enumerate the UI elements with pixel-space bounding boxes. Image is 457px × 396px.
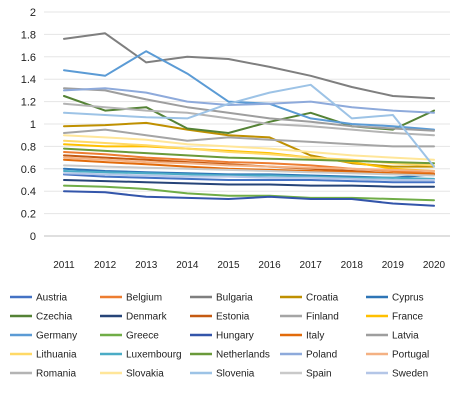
y-tick-label: 0: [30, 231, 36, 243]
legend-label: Netherlands: [216, 350, 270, 361]
legend-label: Belgium: [126, 293, 162, 304]
legend-label: Slovenia: [216, 369, 255, 380]
legend-label: Denmark: [126, 312, 168, 323]
y-tick-label: 0.8: [21, 141, 36, 153]
x-tick-label: 2020: [423, 260, 446, 271]
series-line: [63, 134, 435, 161]
legend-label: Luxembourg: [126, 350, 182, 361]
series-line: [63, 143, 435, 172]
series-line: [63, 32, 435, 100]
series-line: [63, 87, 435, 132]
legend-label: Finland: [306, 312, 339, 323]
legend-label: Germany: [36, 331, 77, 342]
y-tick-label: 1.4: [21, 74, 36, 86]
y-tick-label: 2: [30, 7, 36, 19]
series-line: [63, 179, 435, 188]
legend-label: Latvia: [392, 331, 419, 342]
legend: Austria Belgium Bulgaria Croatia Cyprus Czech…: [10, 293, 429, 380]
legend-label: Czechia: [36, 312, 73, 323]
y-tick-label: 1.2: [21, 97, 36, 109]
x-tick-label: 2017: [300, 260, 323, 271]
y-tick-label: 0.2: [21, 209, 36, 221]
legend-label: Estonia: [216, 312, 250, 323]
x-tick-label: 2019: [382, 260, 405, 271]
legend-label: Cyprus: [392, 293, 424, 304]
legend-label: Portugal: [392, 350, 429, 361]
legend-label: France: [392, 312, 424, 323]
series-line: [63, 170, 435, 180]
legend-label: Croatia: [306, 293, 339, 304]
y-gridlines: [44, 11, 450, 237]
y-tick-label: 1.8: [21, 29, 36, 41]
y-tick-label: 1: [30, 119, 36, 131]
x-tick-label: 2012: [94, 260, 117, 271]
x-axis-tick-labels: 2011 2012 2013 2014 2015 2016 2017 2018 2019 2020: [53, 260, 445, 271]
series-line: [63, 87, 435, 114]
legend-label: Italy: [306, 331, 324, 342]
series-line: [63, 173, 435, 184]
series-line: [63, 184, 435, 202]
legend-label: Lithuania: [36, 350, 77, 361]
legend-label: Poland: [306, 350, 337, 361]
series-line: [63, 83, 435, 168]
x-tick-label: 2011: [53, 260, 75, 271]
series-line: [63, 190, 435, 207]
legend-label: Sweden: [392, 369, 428, 380]
y-tick-label: 0.6: [21, 164, 36, 176]
legend-label: Bulgaria: [216, 293, 253, 304]
y-tick-label: 1.6: [21, 52, 36, 64]
series-line: [63, 156, 435, 172]
legend-label: Romania: [36, 369, 76, 380]
x-tick-label: 2013: [135, 260, 158, 271]
series-line: [63, 158, 435, 176]
legend-label: Austria: [36, 293, 68, 304]
x-tick-label: 2014: [176, 260, 199, 271]
series-line: [63, 172, 435, 181]
x-tick-label: 2018: [341, 260, 364, 271]
series-line: [63, 128, 435, 148]
series-line: [63, 164, 435, 177]
series-lines: [63, 32, 435, 207]
series-line: [63, 50, 435, 131]
legend-label: Greece: [126, 331, 159, 342]
series-line: [63, 147, 435, 165]
y-axis-tick-labels: 0 0.2 0.4 0.6 0.8 1 1.2 1.4 1.6 1.8 2: [21, 7, 36, 243]
x-tick-label: 2016: [258, 260, 281, 271]
x-tick-label: 2015: [217, 260, 240, 271]
legend-label: Hungary: [216, 331, 254, 342]
series-line: [63, 102, 435, 137]
y-tick-label: 0.4: [21, 186, 36, 198]
legend-label: Slovakia: [126, 369, 164, 380]
legend-label: Spain: [306, 369, 332, 380]
